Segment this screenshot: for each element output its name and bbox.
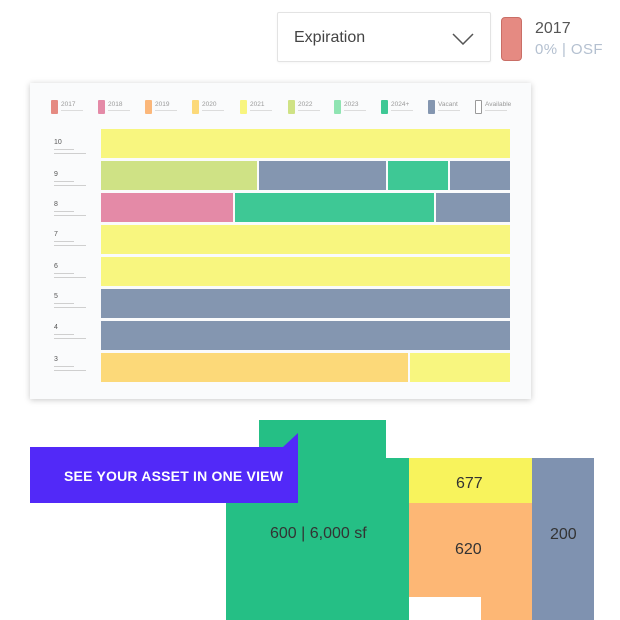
- legend-label: 2021: [250, 101, 265, 108]
- legend-label: 2022: [298, 101, 313, 108]
- promo-banner: SEE YOUR ASSET IN ONE VIEW: [30, 447, 298, 503]
- suite-600-label: 600 | 6,000 sf: [270, 525, 367, 542]
- legend-swatch: [334, 100, 341, 114]
- suite-620-area[interactable]: [481, 597, 532, 620]
- suite-block-floor-10[interactable]: [101, 129, 510, 158]
- legend-swatch: [145, 100, 152, 114]
- suite-block-floor-3[interactable]: [410, 353, 510, 382]
- expiration-dropdown[interactable]: Expiration: [277, 12, 491, 62]
- suite-200-label: 200: [550, 526, 577, 543]
- legend-swatch: [240, 100, 247, 114]
- year-stats: 0% | OSF: [535, 41, 603, 58]
- chevron-down-icon: [452, 33, 474, 45]
- suite-677-label: 677: [456, 475, 483, 492]
- legend-swatch: [98, 100, 105, 114]
- floor-label: 10: [54, 139, 62, 146]
- year-color-swatch: [501, 17, 522, 61]
- legend-label: 2020: [202, 101, 217, 108]
- floor-label: 5: [54, 293, 58, 300]
- suite-block-floor-8[interactable]: [436, 193, 510, 222]
- suite-block-floor-9[interactable]: [101, 161, 257, 190]
- suite-block-floor-7[interactable]: [101, 225, 510, 254]
- legend-swatch: [428, 100, 435, 114]
- floor-label: 3: [54, 356, 58, 363]
- legend-swatch: [51, 100, 58, 114]
- suite-block-floor-4[interactable]: [101, 321, 510, 350]
- legend-swatch: [288, 100, 295, 114]
- suite-block-floor-3[interactable]: [101, 353, 408, 382]
- banner-text: SEE YOUR ASSET IN ONE VIEW: [64, 468, 284, 484]
- banner-fold: [283, 433, 298, 447]
- year-label: 2017: [535, 20, 571, 37]
- suite-677-area[interactable]: [409, 458, 532, 503]
- dropdown-value: Expiration: [294, 29, 366, 46]
- suite-block-floor-5[interactable]: [101, 289, 510, 318]
- suite-200-area[interactable]: [532, 458, 594, 620]
- suite-620-label: 620: [455, 541, 482, 558]
- legend-label: 2024+: [391, 101, 410, 108]
- legend-label: Vacant: [438, 101, 458, 108]
- legend-swatch: [192, 100, 199, 114]
- floor-label: 9: [54, 171, 58, 178]
- suite-block-floor-9[interactable]: [388, 161, 448, 190]
- legend-label: 2019: [155, 101, 170, 108]
- legend-label: 2018: [108, 101, 123, 108]
- legend-swatch: [475, 100, 482, 114]
- suite-block-floor-6[interactable]: [101, 257, 510, 286]
- suite-620-area[interactable]: [409, 503, 532, 597]
- stacking-plan-card: 2017 2018 2019 2020 2021 2022 2023 2024+…: [30, 83, 531, 399]
- floor-label: 4: [54, 324, 58, 331]
- legend-swatch: [381, 100, 388, 114]
- suite-block-floor-9[interactable]: [450, 161, 510, 190]
- legend-label: Available: [485, 101, 512, 108]
- suite-block-floor-8[interactable]: [235, 193, 434, 222]
- suite-block-floor-8[interactable]: [101, 193, 233, 222]
- floor-label: 6: [54, 263, 58, 270]
- floor-label: 7: [54, 231, 58, 238]
- legend-label: 2023: [344, 101, 359, 108]
- legend-label: 2017: [61, 101, 76, 108]
- floor-label: 8: [54, 201, 58, 208]
- suite-block-floor-9[interactable]: [259, 161, 386, 190]
